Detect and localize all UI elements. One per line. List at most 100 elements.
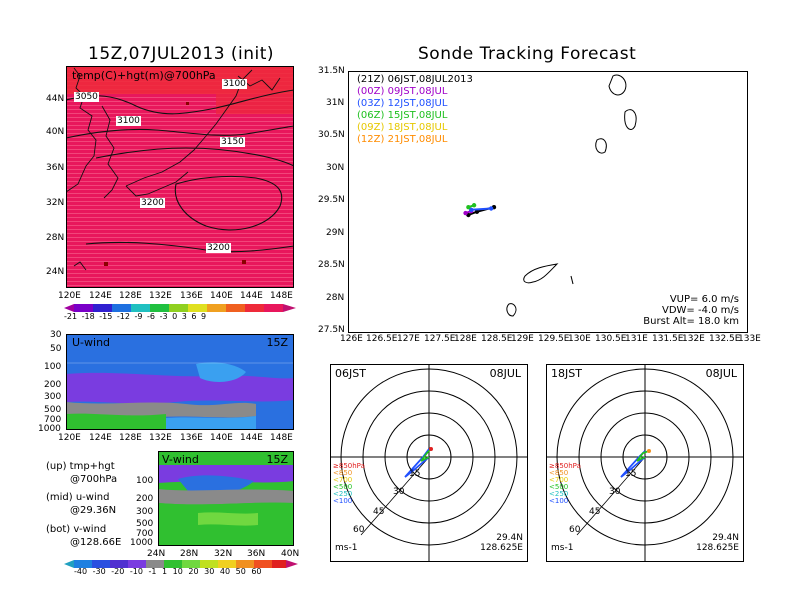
u-wind-plot	[66, 334, 294, 430]
lat-tick: 28N	[326, 293, 345, 303]
left-title: 15Z,07JUL2013 (init)	[88, 44, 275, 64]
p-tick: 300	[136, 507, 154, 517]
p-tick: 200	[44, 380, 62, 390]
lat-tick: 29N	[326, 228, 345, 238]
lon-tick: 148E	[270, 291, 293, 301]
legend-time: 21JST,08JUL	[387, 134, 448, 145]
cbar-label: -9	[134, 312, 143, 321]
contour-label: 3200	[206, 243, 231, 253]
lat-tick: 36N	[46, 163, 65, 173]
hodo-lon: 128.625E	[480, 543, 523, 553]
cbar-label: 20	[188, 567, 199, 576]
lon-tick: 129.5E	[538, 334, 570, 344]
temp-hgt-map-panel: temp(C)+hgt(m)@700hPa 3050 3100 3100 315…	[65, 66, 295, 288]
legend-entry-09z: (09Z) 18JST,08JUL	[357, 122, 473, 134]
lat-tick: 28.5N	[318, 260, 345, 270]
lon-tick: 120E	[58, 433, 81, 443]
lat-tick: 40N	[281, 549, 300, 559]
ring-label: 60	[353, 525, 365, 535]
cbar-label: 0	[172, 312, 178, 321]
hodo-lat: 29.4N	[496, 533, 523, 543]
hodo-legend: ≥850hPa <850 <700 <500 <250 <100	[333, 463, 365, 505]
side-text: (mid) u-wind	[46, 492, 110, 503]
cbar-label: 50	[235, 567, 246, 576]
cbar-label: -6	[147, 312, 156, 321]
hodo-legend-entry: <250	[333, 490, 353, 498]
lat-tick: 36N	[247, 549, 266, 559]
p-tick: 1000	[38, 424, 61, 434]
legend-code: (03Z)	[357, 98, 385, 109]
hodo-legend-entry: <500	[549, 483, 569, 491]
p-tick: 300	[44, 392, 62, 402]
legend-time: 18JST,08JUL	[387, 122, 448, 133]
lat-tick: 27.5N	[318, 325, 345, 335]
lon-tick: 130E	[568, 334, 591, 344]
lat-tick: 44N	[46, 94, 65, 104]
lon-tick: 128E	[119, 433, 142, 443]
p-tick: 100	[136, 476, 154, 486]
hodograph-panel-1: 06JST 08JUL 15 30 45 60 ≥850hPa <850 <70…	[330, 364, 528, 562]
side-text: @29.36N	[70, 505, 117, 516]
cbar-label: -10	[129, 567, 143, 576]
legend-time: 12JST,08JUL	[387, 98, 448, 109]
hodograph-panel-2: 18JST 08JUL 15 30 45 60 ≥850hPa <850 <70…	[546, 364, 744, 562]
lon-tick: 128E	[119, 291, 142, 301]
ring-label: 45	[589, 507, 601, 517]
hodo-legend-entry: ≥850hPa	[549, 462, 581, 470]
lon-tick: 132.5E	[709, 334, 741, 344]
cbar-label: -30	[92, 567, 106, 576]
p-tick: 500	[44, 405, 62, 415]
legend-code: (06Z)	[357, 110, 385, 121]
cbar-label: -15	[99, 312, 113, 321]
cbar-label: -1	[148, 567, 157, 576]
lat-tick: 28N	[180, 549, 199, 559]
lon-tick: 132E	[149, 433, 172, 443]
p-tick: 700	[44, 415, 62, 425]
legend-code: (09Z)	[357, 122, 385, 133]
map-field-label: temp(C)+hgt(m)@700hPa	[72, 69, 216, 82]
legend-entry-12z: (12Z) 21JST,08JUL	[357, 134, 473, 146]
lon-tick: 144E	[240, 433, 263, 443]
legend-entry-00z: (00Z) 09JST,08JUL	[357, 86, 473, 98]
tracking-map	[463, 74, 637, 317]
u-wind-time: 15Z	[266, 336, 288, 349]
side-text: @700hPa	[70, 474, 118, 485]
p-tick: 200	[136, 494, 154, 504]
hodo-time: 18JST	[551, 367, 582, 380]
contour-label: 3100	[116, 116, 141, 126]
track-series-line	[471, 207, 492, 211]
v-wind-label: V-wind	[162, 453, 199, 466]
hodo-date: 08JUL	[489, 367, 521, 380]
legend-time: 09JST,08JUL	[387, 86, 448, 97]
map-frame	[66, 66, 294, 288]
lon-tick: 131E	[625, 334, 648, 344]
lat-tick: 32N	[214, 549, 233, 559]
v-wind-frame	[158, 451, 294, 546]
wind-colorbar	[64, 560, 298, 568]
temp-hgt-map	[65, 66, 295, 288]
u-wind-frame	[66, 334, 294, 430]
legend-code: (21Z)	[357, 74, 385, 85]
lon-tick: 120E	[58, 291, 81, 301]
tracking-map-panel: (21Z) 06JST,08JUL2013 (00Z) 09JST,08JUL …	[348, 71, 748, 333]
cbar-label: -40	[74, 567, 88, 576]
burst-text: Burst Alt= 18.0 km	[643, 316, 739, 327]
track-point	[463, 210, 468, 216]
cbar-label: 6	[191, 312, 197, 321]
v-wind-plot	[158, 451, 294, 546]
hodo-legend: ≥850hPa <850 <700 <500 <250 <100	[549, 463, 581, 505]
contour-label: 3150	[220, 137, 245, 147]
p-tick: 500	[136, 519, 154, 529]
temp-colorbar	[64, 304, 296, 312]
ring-label: 30	[393, 487, 405, 497]
right-title: Sonde Tracking Forecast	[418, 44, 637, 64]
wind-colorbar-labels: -40 -30 -20 -10 -1 1 10 20 30 40 50 60	[74, 567, 262, 576]
lat-tick: 31N	[326, 98, 345, 108]
track-legend: (21Z) 06JST,08JUL2013 (00Z) 09JST,08JUL …	[357, 74, 473, 146]
lat-tick: 24N	[46, 267, 65, 277]
hodo-lon: 128.625E	[696, 543, 739, 553]
hodo-legend-entry: ≥850hPa	[333, 462, 365, 470]
track-lon-axis: 126E 126.5E 127E 127.5E 128E 128.5E 129E…	[340, 334, 761, 346]
hodo-legend-entry: <100	[549, 497, 569, 505]
hodo-legend-entry: <850	[549, 469, 569, 477]
